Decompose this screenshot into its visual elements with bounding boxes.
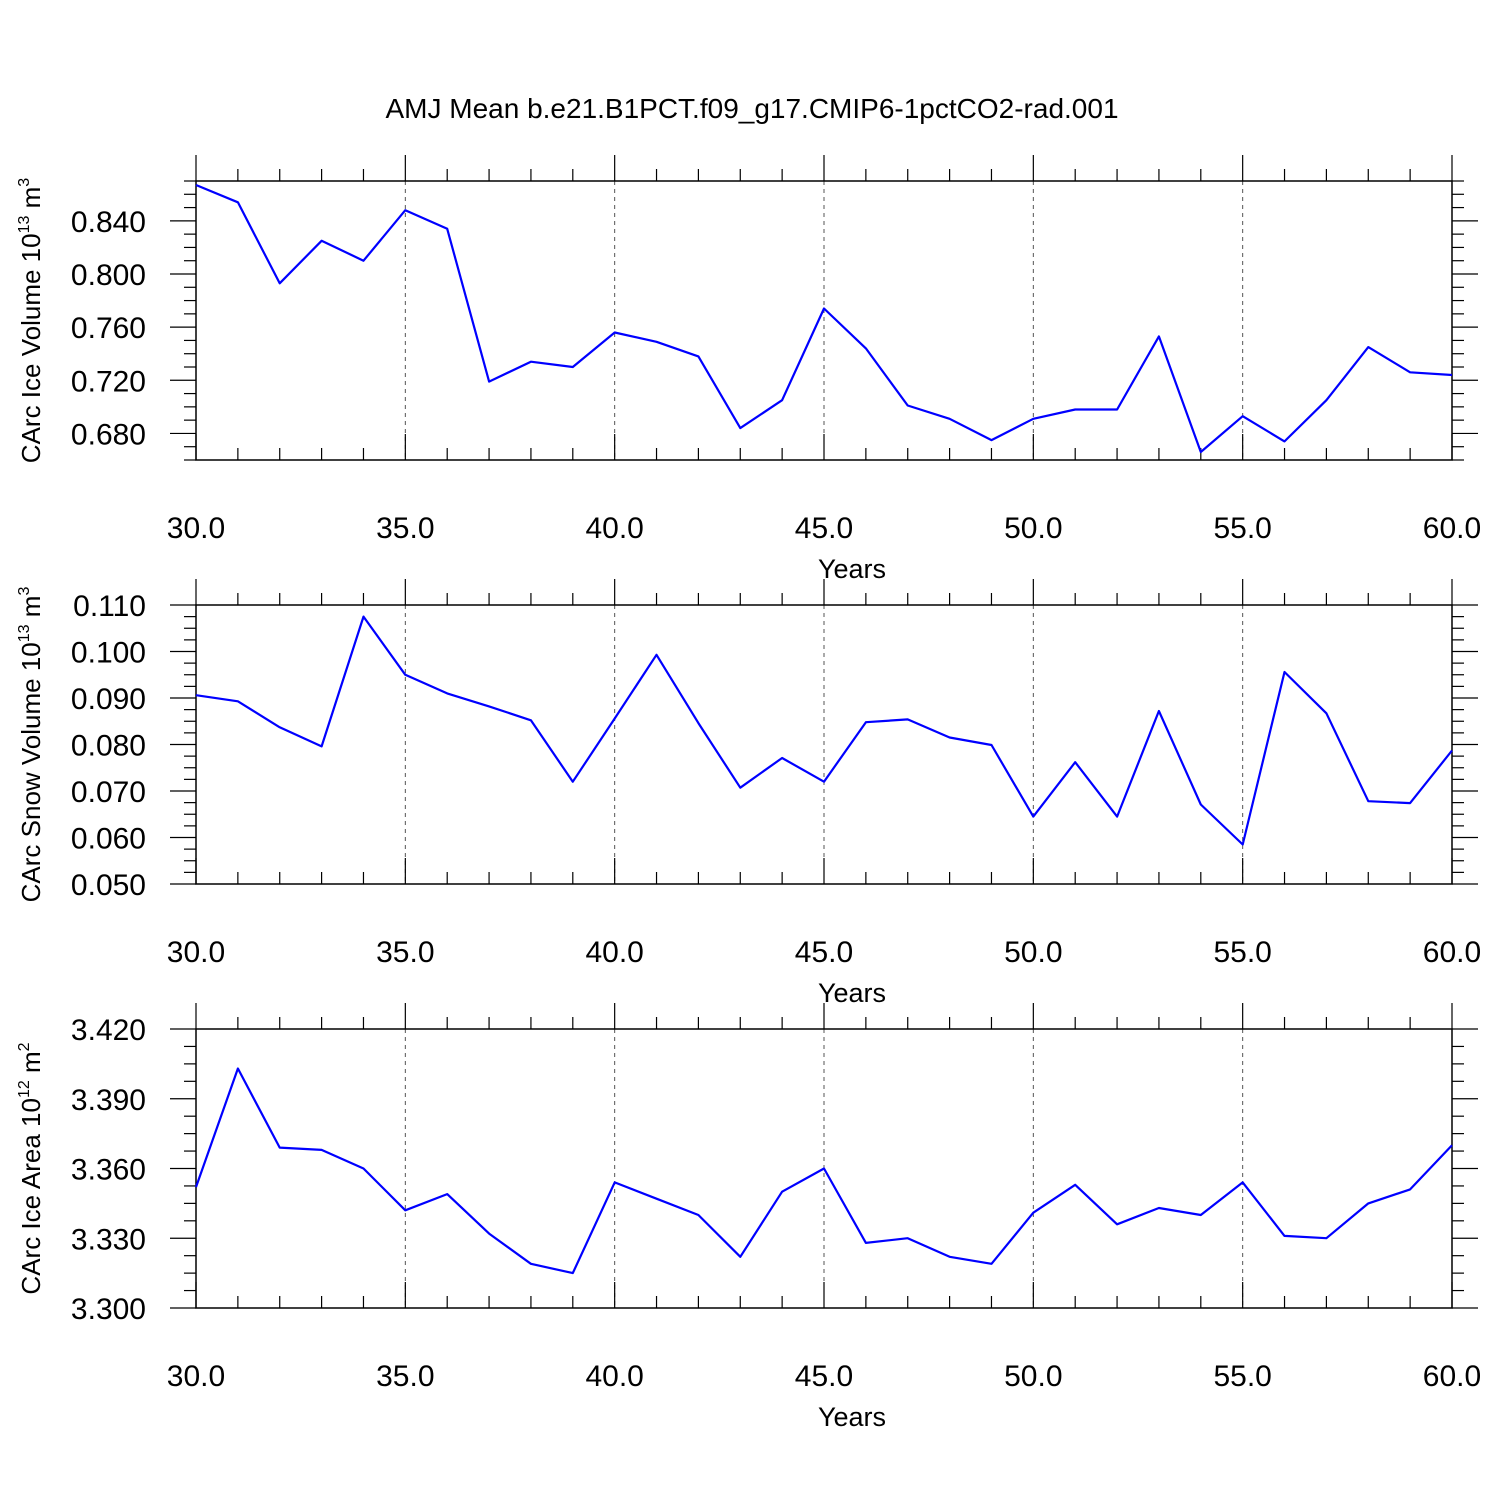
y-axis-label: CArc Ice Volume 1013 m3 [16, 178, 46, 463]
x-tick-label: 40.0 [585, 936, 643, 969]
x-tick-label: 40.0 [585, 1360, 643, 1393]
y-tick-label: 0.050 [71, 869, 146, 902]
y-tick-label: 0.080 [71, 730, 146, 763]
chart-title: AMJ Mean b.e21.B1PCT.f09_g17.CMIP6-1pctC… [385, 93, 1118, 124]
x-tick-label: 45.0 [795, 512, 853, 545]
y-tick-label: 3.360 [71, 1154, 146, 1187]
x-tick-label: 45.0 [795, 1360, 853, 1393]
series-line [194, 1067, 1453, 1275]
x-tick-label: 60.0 [1423, 512, 1481, 545]
x-tick-label: 30.0 [167, 1360, 225, 1393]
x-tick-label: 60.0 [1423, 936, 1481, 969]
y-tick-label: 0.840 [71, 206, 146, 239]
x-tick-label: 50.0 [1004, 936, 1062, 969]
x-tick-label: 40.0 [585, 512, 643, 545]
panel-1: 30.0 35.0 40.0 45.0 50.0 55.0 60.0 0.680 0.720 0.… [16, 155, 1481, 584]
x-tick-label: 35.0 [376, 512, 434, 545]
y-tick-label: 3.300 [71, 1293, 146, 1326]
x-tick-label: 50.0 [1004, 512, 1062, 545]
x-tick-label: 55.0 [1213, 1360, 1271, 1393]
y-tick-label: 0.100 [71, 637, 146, 670]
y-tick-label: 0.800 [71, 259, 146, 292]
x-axis-label: Years [818, 1402, 886, 1432]
x-axis-label: Years [818, 554, 886, 584]
x-tick-label: 50.0 [1004, 1360, 1062, 1393]
y-tick-label: 0.110 [73, 590, 146, 623]
panel-3: 30.0 35.0 40.0 45.0 50.0 55.0 60.0 3.300 3.330 3.… [16, 1003, 1481, 1432]
y-tick-label: 0.680 [71, 418, 146, 451]
x-tick-label: 60.0 [1423, 1360, 1481, 1393]
x-tick-label: 35.0 [376, 1360, 434, 1393]
panel-2: 30.0 35.0 40.0 45.0 50.0 55.0 60.0 0.050 0.060 0.… [16, 579, 1481, 1008]
series-line [195, 615, 1453, 846]
y-tick-label: 0.060 [71, 823, 146, 856]
y-tick-label: 3.420 [71, 1014, 146, 1047]
panels-group: 30.0 35.0 40.0 45.0 50.0 55.0 60.0 0.680 0.720 0.… [16, 155, 1481, 1432]
y-tick-label: 0.720 [71, 365, 146, 398]
x-tick-label: 30.0 [167, 936, 225, 969]
y-axis-label: CArc Snow Volume 1013 m3 [16, 587, 46, 903]
y-tick-label: 0.760 [71, 312, 146, 345]
y-axis-label: CArc Ice Area 1012 m2 [16, 1042, 46, 1294]
x-tick-label: 55.0 [1213, 936, 1271, 969]
y-tick-label: 3.390 [71, 1084, 146, 1117]
x-tick-label: 35.0 [376, 936, 434, 969]
y-tick-label: 3.330 [71, 1223, 146, 1256]
x-tick-label: 55.0 [1213, 512, 1271, 545]
x-tick-label: 30.0 [167, 512, 225, 545]
x-axis-label: Years [818, 978, 886, 1008]
y-tick-label: 0.090 [71, 683, 146, 716]
x-tick-label: 45.0 [795, 936, 853, 969]
y-tick-label: 0.070 [71, 776, 146, 809]
series-line [195, 183, 1453, 454]
